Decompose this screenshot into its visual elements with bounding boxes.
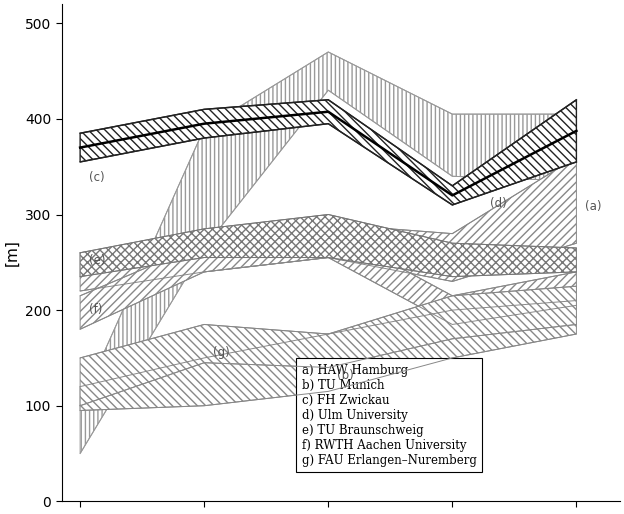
Polygon shape xyxy=(80,286,577,406)
Polygon shape xyxy=(80,214,577,277)
Text: (g): (g) xyxy=(213,346,230,359)
Polygon shape xyxy=(80,301,577,411)
Y-axis label: [m]: [m] xyxy=(4,240,19,266)
Text: (a): (a) xyxy=(585,200,602,213)
Polygon shape xyxy=(80,100,577,205)
Text: a) HAW Hamburg
b) TU Munich
c) FH Zwickau
d) Ulm University
e) TU Braunschweig
f: a) HAW Hamburg b) TU Munich c) FH Zwicka… xyxy=(301,363,477,467)
Text: (e): (e) xyxy=(89,254,105,267)
Text: (b): (b) xyxy=(337,369,354,382)
Text: (f): (f) xyxy=(89,303,102,316)
Polygon shape xyxy=(80,229,577,329)
Text: (c): (c) xyxy=(89,171,104,184)
Polygon shape xyxy=(80,157,577,291)
Text: (d): (d) xyxy=(490,197,506,210)
Polygon shape xyxy=(80,52,577,453)
